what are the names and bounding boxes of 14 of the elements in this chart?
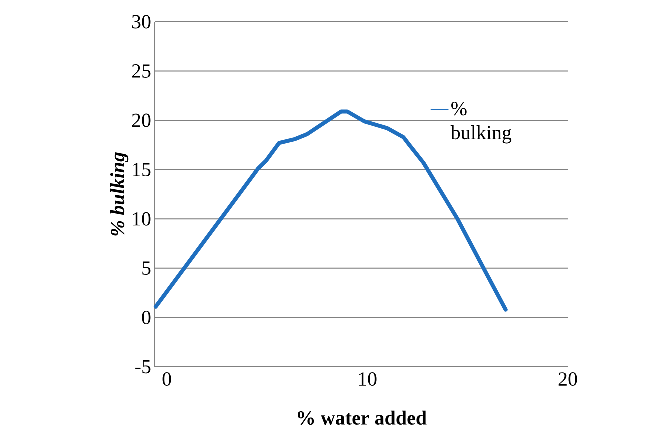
- y-tick-label: 20: [132, 114, 151, 128]
- x-tick-label: 0: [162, 372, 172, 386]
- x-axis-title: % water added: [298, 410, 427, 426]
- legend-label: % bulking: [450, 102, 512, 144]
- y-tick-label: 15: [133, 163, 151, 177]
- y-tick-label: 0: [142, 310, 151, 324]
- x-tick-label: 20: [558, 372, 578, 386]
- y-tick-label: -5: [136, 360, 151, 374]
- x-tick-label: 10: [359, 372, 377, 386]
- y-tick-label: 5: [142, 262, 151, 276]
- y-tick-label: 30: [132, 15, 151, 29]
- y-axis-title: % bulking: [110, 152, 129, 236]
- y-tick-label: 25: [132, 64, 151, 78]
- y-tick-label: 10: [133, 212, 151, 226]
